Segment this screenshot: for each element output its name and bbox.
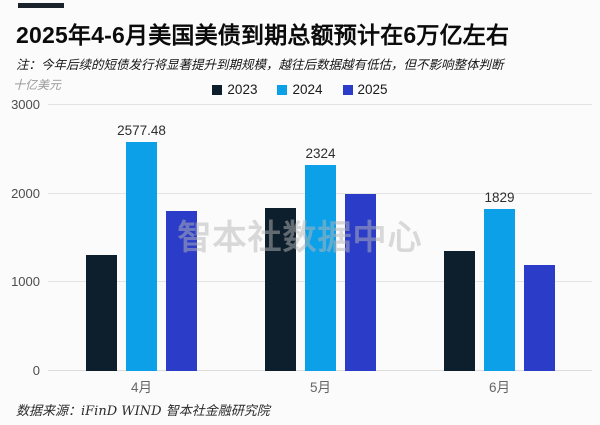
bar-2024-5月: 2324 xyxy=(305,146,336,371)
legend-item-2025: 2025 xyxy=(342,82,388,97)
chart-title: 2025年4-6月美国美债到期总额预计在6万亿左右 xyxy=(16,22,510,48)
bar-group-4月: 2577.48 xyxy=(86,105,197,371)
legend-swatch-icon xyxy=(342,84,353,95)
legend-item-2024: 2024 xyxy=(277,82,323,97)
legend: 2023 2024 2025 xyxy=(0,82,600,97)
x-tick-label: 5月 xyxy=(309,380,331,395)
bar-2024-6月: 1829 xyxy=(484,190,515,371)
legend-label: 2024 xyxy=(292,82,323,97)
bar-2023-4月 xyxy=(86,254,117,371)
bar-value-label: 2577.48 xyxy=(117,123,166,139)
plot-area: 2577.48 2324 1829 xyxy=(48,104,592,371)
bar-value-label: 1829 xyxy=(484,189,515,205)
y-tick-label: 0 xyxy=(32,363,40,378)
bar-group-6月: 1829 xyxy=(444,105,555,371)
bar-2025-4月 xyxy=(166,211,197,371)
y-axis: 0 1000 2000 3000 xyxy=(0,97,42,378)
chart-note: 注：今年后续的短债发行将显著提升到期规模，越往后数据越有低估，但不影响整体判断 xyxy=(16,58,504,72)
y-tick-label: 1000 xyxy=(11,274,40,290)
legend-label: 2025 xyxy=(357,82,388,97)
bar-group-5月: 2324 xyxy=(265,105,376,371)
legend-label: 2023 xyxy=(227,82,258,97)
bar-value-label: 2324 xyxy=(305,145,336,161)
bar-2023-5月 xyxy=(265,207,296,371)
bar-2023-6月 xyxy=(444,251,475,371)
legend-swatch-icon xyxy=(277,84,288,95)
y-axis-unit-label: 十亿美元 xyxy=(13,78,62,92)
bar-2025-5月 xyxy=(345,193,376,371)
legend-item-2023: 2023 xyxy=(212,82,257,97)
y-tick-label: 2000 xyxy=(11,185,40,201)
gridline xyxy=(48,104,592,105)
bar-2024-4月: 2577.48 xyxy=(117,123,166,371)
x-tick-label: 4月 xyxy=(130,380,152,395)
x-axis: 4月 5月 6月 xyxy=(48,376,592,396)
x-tick-label: 6月 xyxy=(488,380,510,395)
legend-swatch-icon xyxy=(212,84,223,95)
accent-dash xyxy=(18,3,64,8)
bar-2025-6月 xyxy=(524,264,555,371)
data-source: 数据来源：iFinD WIND 智本社金融研究院 xyxy=(16,404,270,419)
y-tick-label: 3000 xyxy=(11,97,40,112)
